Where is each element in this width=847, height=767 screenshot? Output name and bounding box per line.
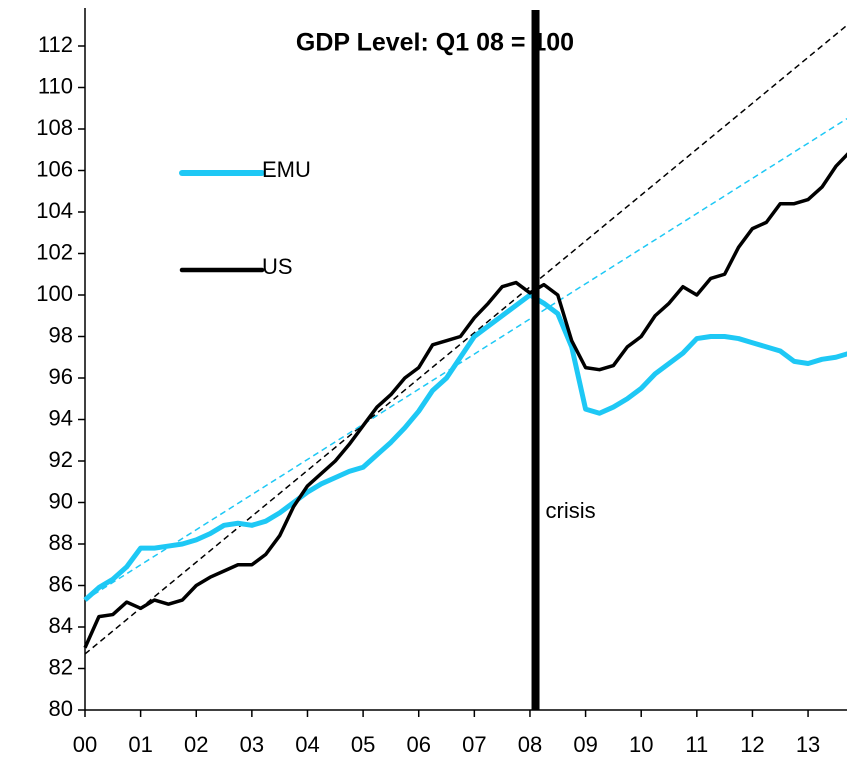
x-tick-label: 01 (128, 732, 152, 757)
legend-label: US (262, 254, 293, 279)
y-tick-label: 88 (49, 530, 73, 555)
annotation-label: crisis (546, 498, 596, 523)
y-tick-label: 86 (49, 571, 73, 596)
x-tick-label: 06 (406, 732, 430, 757)
y-tick-label: 96 (49, 364, 73, 389)
y-tick-label: 92 (49, 447, 73, 472)
x-tick-label: 03 (240, 732, 264, 757)
x-tick-label: 00 (73, 732, 97, 757)
y-tick-label: 80 (49, 696, 73, 721)
series-line (83, 152, 847, 649)
trend-line (84, 24, 847, 655)
x-tick-label: 09 (573, 732, 597, 757)
x-tick-label: 05 (351, 732, 375, 757)
y-tick-label: 110 (38, 73, 73, 98)
y-tick-label: 108 (36, 115, 73, 140)
y-tick-label: 112 (38, 32, 73, 57)
y-tick-label: 94 (49, 405, 73, 430)
x-tick-label: 07 (462, 732, 486, 757)
x-tick-label: 04 (295, 732, 319, 757)
x-tick-label: 11 (685, 732, 708, 757)
x-tick-label: 12 (740, 732, 764, 757)
y-tick-label: 98 (49, 322, 73, 347)
trend-line (84, 117, 847, 601)
series-line (83, 292, 847, 602)
y-tick-label: 106 (36, 156, 73, 181)
y-tick-label: 100 (36, 281, 73, 306)
x-tick-label: 02 (184, 732, 208, 757)
x-tick-label: 10 (629, 732, 653, 757)
x-tick-label: 08 (518, 732, 542, 757)
x-tick-label: 13 (796, 732, 820, 757)
legend-label: EMU (262, 157, 311, 182)
chart-title: GDP Level: Q1 08 = 100 (296, 29, 574, 57)
y-tick-label: 102 (36, 239, 73, 264)
y-tick-label: 82 (49, 654, 73, 679)
y-tick-label: 104 (36, 198, 73, 223)
y-tick-label: 90 (49, 488, 73, 513)
y-tick-label: 84 (49, 613, 73, 638)
